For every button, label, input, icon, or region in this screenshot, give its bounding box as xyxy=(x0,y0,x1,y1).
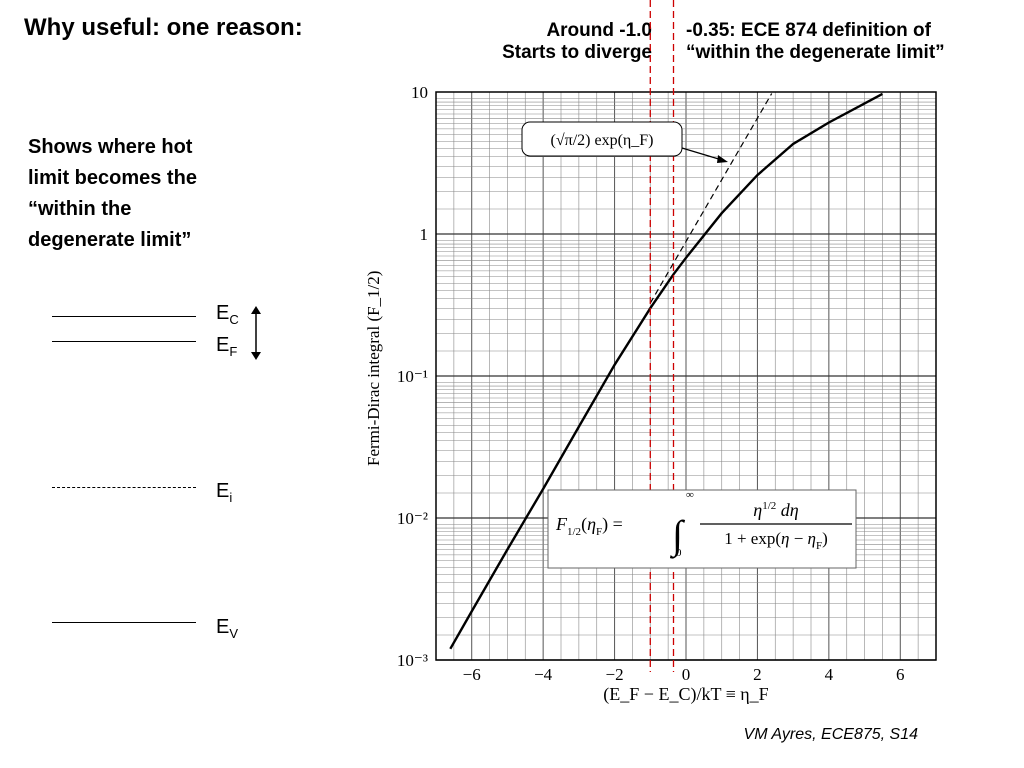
level-label-ec: EC xyxy=(216,302,239,327)
slide-footer: VM Ayres, ECE875, S14 xyxy=(743,726,918,743)
side-explanation: Shows where hot limit becomes the “withi… xyxy=(28,132,258,256)
fermi-level-line xyxy=(52,341,196,342)
formula-integral: ∫ xyxy=(669,512,686,559)
note-right-line1: -0.35: ECE 874 definition of xyxy=(686,20,931,41)
y-tick-label: 10⁻² xyxy=(397,509,428,528)
chart-ticks: −6 −4 −2 0 2 4 6 10⁻³ 10⁻² 10⁻¹ 1 10 xyxy=(397,83,905,684)
formula-denominator: 1 + exp(η − ηF) xyxy=(724,529,828,552)
asymptote-label: (√π/2) exp(η_F) xyxy=(551,132,654,149)
level-label-ef: EF xyxy=(216,334,238,359)
formula-box: F1/2(ηF) = ∫ ∞ 0 η1/2 dη 1 + exp(η − ηF) xyxy=(547,489,857,569)
valence-band-line xyxy=(52,622,196,623)
intrinsic-level-line xyxy=(52,487,196,488)
double-arrow-icon xyxy=(251,306,261,360)
y-tick-label: 1 xyxy=(420,225,429,244)
note-right-line2: “within the degenerate limit” xyxy=(686,42,945,63)
conduction-band-line xyxy=(52,316,196,317)
chart-markers xyxy=(649,0,675,672)
formula-lhs: F1/2(ηF) = xyxy=(555,514,623,538)
slide-title: Why useful: one reason: xyxy=(24,14,303,41)
plot-frame xyxy=(435,91,937,661)
note-left-line1: Around -1.0 xyxy=(546,20,652,41)
series-line-asymptote xyxy=(649,93,773,304)
asymptote-annotation: (√π/2) exp(η_F) xyxy=(521,121,728,163)
x-tick-label: 6 xyxy=(896,665,905,684)
chart-series xyxy=(449,92,883,650)
note-left-line2: Starts to diverge xyxy=(502,42,652,63)
side-line: degenerate limit” xyxy=(28,229,192,251)
chart-grid xyxy=(435,92,937,661)
formula-lower: 0 xyxy=(676,547,682,559)
side-line: limit becomes the xyxy=(28,167,197,189)
note-degenerate-definition: -0.35: ECE 874 definition of “within the… xyxy=(686,20,945,64)
x-tick-label: −2 xyxy=(606,665,624,684)
level-label-ei: Ei xyxy=(216,480,233,505)
y-axis-label: Fermi-Dirac integral (F_1/2) xyxy=(364,271,383,466)
side-line: “within the xyxy=(28,198,132,220)
level-label-ev: EV xyxy=(216,616,239,641)
x-axis-label: (E_F − E_C)/kT ≡ η_F xyxy=(603,684,768,705)
formula-numerator: η1/2 dη xyxy=(753,500,799,520)
y-tick-label: 10⁻³ xyxy=(397,651,428,670)
x-tick-label: 2 xyxy=(753,665,762,684)
note-around-minus-one: Around -1.0 Starts to diverge xyxy=(432,20,652,64)
x-tick-label: 4 xyxy=(825,665,834,684)
side-line: Shows where hot xyxy=(28,136,193,158)
y-tick-label: 10⁻¹ xyxy=(397,367,428,386)
series-line-fermi-dirac xyxy=(449,92,883,650)
x-tick-label: 0 xyxy=(682,665,691,684)
x-tick-label: −4 xyxy=(534,665,553,684)
formula-upper: ∞ xyxy=(686,489,694,501)
x-tick-label: −6 xyxy=(463,665,481,684)
y-tick-label: 10 xyxy=(411,83,428,102)
